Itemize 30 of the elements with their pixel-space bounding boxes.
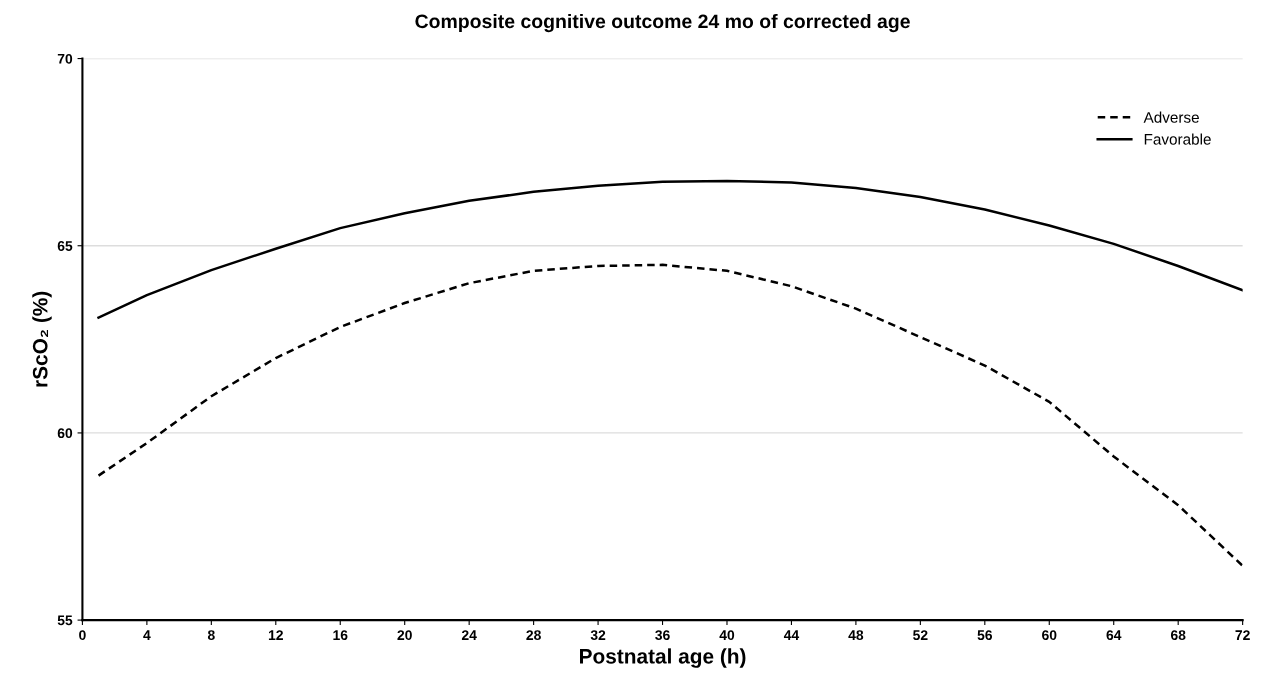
x-tick-label: 4 xyxy=(143,630,151,640)
line-series xyxy=(97,179,1243,319)
x-tick-label: 68 xyxy=(1170,630,1186,641)
x-tick-label: 48 xyxy=(848,630,864,641)
x-tick-label: 72 xyxy=(1235,630,1250,640)
chart-title: Composite cognitive outcome 24 mo of corrected age xyxy=(415,13,910,33)
x-axis-title: Postnatal age (h) xyxy=(580,648,746,668)
x-tick-label: 16 xyxy=(333,630,348,641)
x-tick-label: 12 xyxy=(268,630,283,640)
y-tick-label: 65 xyxy=(57,241,73,251)
x-tick-label: 44 xyxy=(783,630,800,640)
legend-label: Favorable xyxy=(1144,133,1211,145)
y-axis-title: rScO₂ (%) xyxy=(32,291,52,387)
x-tick-label: 64 xyxy=(1106,630,1122,641)
y-tick-label: 60 xyxy=(57,428,73,439)
x-tick-label: 24 xyxy=(461,630,477,640)
y-tick-label: 55 xyxy=(57,615,73,626)
legend-label: Adverse xyxy=(1143,111,1199,123)
x-tick-label: 36 xyxy=(655,630,670,641)
x-tick-label: 8 xyxy=(207,630,215,641)
x-tick-label: 28 xyxy=(526,630,541,641)
x-tick-label: 60 xyxy=(1042,630,1057,641)
x-tick-label: 0 xyxy=(79,630,86,641)
line-series xyxy=(97,263,1243,568)
x-tick-label: 56 xyxy=(977,630,993,641)
x-tick-label: 32 xyxy=(590,630,606,641)
y-tick-label: 70 xyxy=(57,53,73,64)
x-tick-label: 20 xyxy=(397,630,412,641)
x-tick-label: 40 xyxy=(719,630,735,641)
x-tick-label: 52 xyxy=(913,630,928,641)
